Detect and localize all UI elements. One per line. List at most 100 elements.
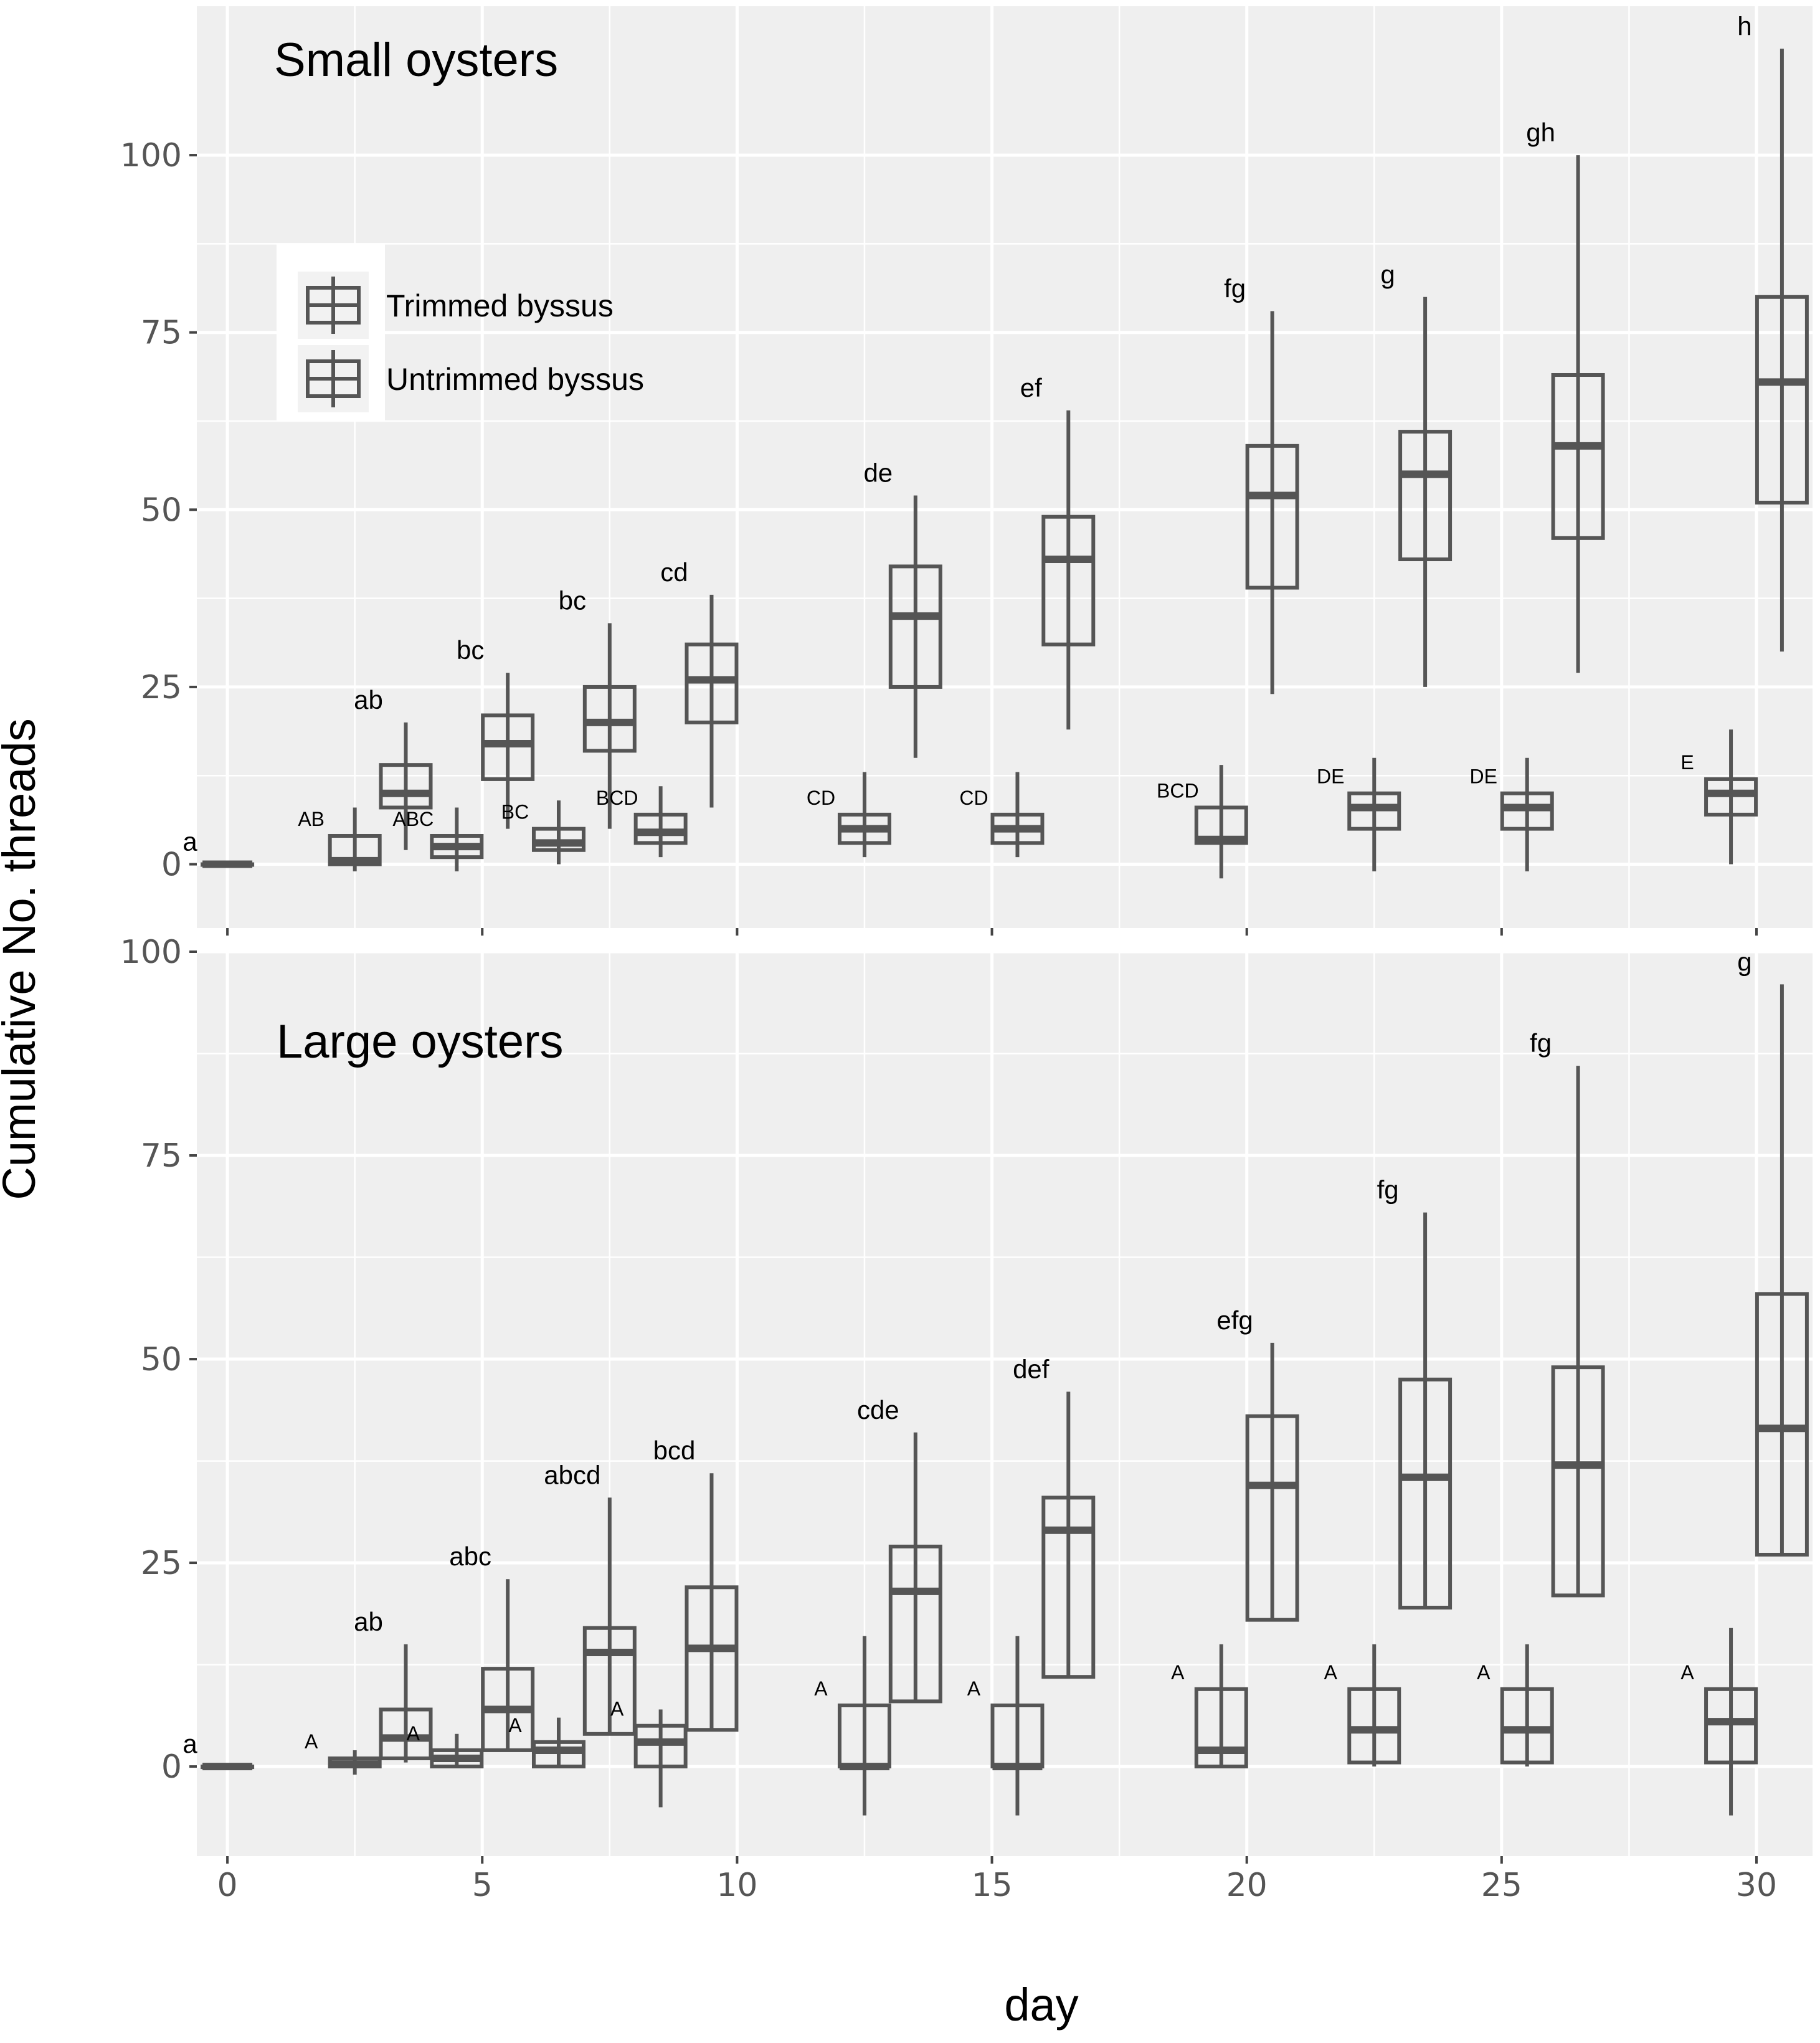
significance-label: de — [863, 458, 893, 488]
significance-label: ab — [354, 1607, 383, 1636]
legend-key — [298, 345, 369, 412]
significance-label: abcd — [544, 1460, 600, 1489]
x-tick-label: 25 — [1481, 1867, 1522, 1904]
significance-label: A — [610, 1698, 624, 1720]
significance-label: g — [1737, 947, 1751, 976]
x-tick-label: 15 — [971, 1867, 1012, 1904]
significance-label: ABC — [392, 808, 434, 830]
box-body — [379, 763, 433, 810]
untrimmed-box: abc — [449, 1542, 535, 1752]
panel-background — [197, 952, 1813, 1856]
trimmed-box: DE — [1317, 757, 1401, 871]
untrimmed-box: gh — [1526, 118, 1605, 673]
significance-label: DE — [1470, 766, 1497, 788]
box-body — [1194, 1687, 1248, 1769]
untrimmed-box: ef — [1020, 373, 1096, 730]
untrimmed-box: h — [1737, 11, 1809, 652]
trimmed-box: A — [1680, 1628, 1758, 1816]
trimmed-box: A — [508, 1714, 585, 1769]
trimmed-box: DE — [1470, 757, 1554, 871]
box-body — [531, 1740, 585, 1769]
untrimmed-box: fg — [1224, 274, 1299, 694]
box-body — [633, 1723, 688, 1769]
untrimmed-box: def — [1013, 1354, 1096, 1679]
significance-label: A — [407, 1722, 420, 1745]
significance-label: BC — [501, 801, 529, 823]
trimmed-box: A — [1324, 1644, 1401, 1767]
significance-label: efg — [1216, 1306, 1253, 1335]
significance-label: gh — [1526, 118, 1555, 147]
significance-label: fg — [1224, 274, 1246, 303]
significance-label: a — [182, 1729, 197, 1758]
trimmed-box: AB — [298, 807, 382, 871]
untrimmed-box: a — [182, 1729, 255, 1771]
x-tick-label: 5 — [472, 1867, 493, 1904]
trimmed-box: A — [1477, 1644, 1554, 1767]
untrimmed-box: de — [863, 458, 942, 758]
untrimmed-box: bcd — [653, 1436, 739, 1732]
box-body — [1704, 1687, 1758, 1765]
untrimmed-box: cde — [857, 1395, 942, 1704]
significance-label: bc — [559, 585, 586, 615]
untrimmed-box: ab — [354, 685, 433, 850]
untrimmed-box: a — [182, 827, 255, 868]
x-axis-title: day — [1004, 1979, 1078, 2031]
y-tick-label: 50 — [141, 491, 182, 529]
y-tick-label: 0 — [161, 846, 182, 884]
y-tick-label: 75 — [141, 315, 182, 352]
significance-label: abc — [449, 1542, 491, 1571]
panel-title: Small oysters — [274, 34, 558, 87]
x-tick-label: 10 — [716, 1867, 757, 1904]
legend: Trimmed byssus Untrimmed byssus — [277, 244, 644, 421]
box-body — [379, 1707, 433, 1761]
significance-label: BCD — [1157, 779, 1199, 802]
significance-label: a — [182, 827, 197, 856]
significance-label: ab — [354, 685, 383, 714]
legend-label: Untrimmed byssus — [386, 362, 644, 397]
untrimmed-box: bc — [457, 635, 535, 829]
y-tick-label: 75 — [141, 1137, 182, 1175]
box-body — [888, 564, 942, 689]
untrimmed-box: efg — [1216, 1306, 1299, 1622]
untrimmed-box: g — [1737, 947, 1809, 1557]
trimmed-box: A — [814, 1636, 891, 1816]
significance-label: AB — [298, 808, 325, 830]
small-oysters-panel: 0 25 50 75 100 Small oysters a ab bc bc cd de ef fg g g… — [120, 6, 1813, 936]
box-body — [1041, 514, 1096, 647]
trimmed-box: BCD — [1157, 765, 1248, 879]
significance-label: fg — [1530, 1028, 1552, 1058]
box-body — [1398, 430, 1453, 561]
panel-background — [197, 6, 1813, 928]
box-body — [1245, 1414, 1299, 1622]
untrimmed-box: fg — [1377, 1175, 1453, 1610]
significance-label: fg — [1377, 1175, 1399, 1205]
x-tick-label: 30 — [1736, 1867, 1777, 1904]
y-tick-label: 25 — [141, 669, 182, 706]
untrimmed-box: bc — [559, 585, 637, 829]
box-body — [1041, 1496, 1096, 1679]
significance-label: cd — [660, 557, 688, 587]
box-body — [1755, 1292, 1809, 1557]
panel-title: Large oysters — [277, 1015, 563, 1068]
significance-label: A — [1324, 1661, 1338, 1684]
untrimmed-box: abcd — [544, 1460, 637, 1736]
untrimmed-box: fg — [1530, 1028, 1605, 1598]
untrimmed-box: ab — [354, 1607, 433, 1763]
box-body — [1347, 1687, 1401, 1765]
significance-label: A — [967, 1677, 981, 1700]
x-tick-label: 20 — [1226, 1867, 1268, 1904]
trimmed-box: E — [1680, 729, 1758, 865]
box-body — [888, 1544, 942, 1704]
significance-label: A — [1171, 1661, 1185, 1684]
trimmed-box: BC — [501, 800, 585, 865]
trimmed-box: A — [967, 1636, 1045, 1816]
significance-label: ef — [1020, 373, 1042, 402]
significance-label: bcd — [653, 1436, 696, 1465]
significance-label: A — [1477, 1661, 1491, 1684]
significance-label: g — [1380, 260, 1395, 289]
trimmed-box: CD — [807, 772, 891, 858]
trimmed-box: ABC — [392, 807, 484, 871]
box-body — [1551, 373, 1605, 540]
box-body — [1551, 1365, 1605, 1598]
untrimmed-box: g — [1380, 260, 1453, 687]
